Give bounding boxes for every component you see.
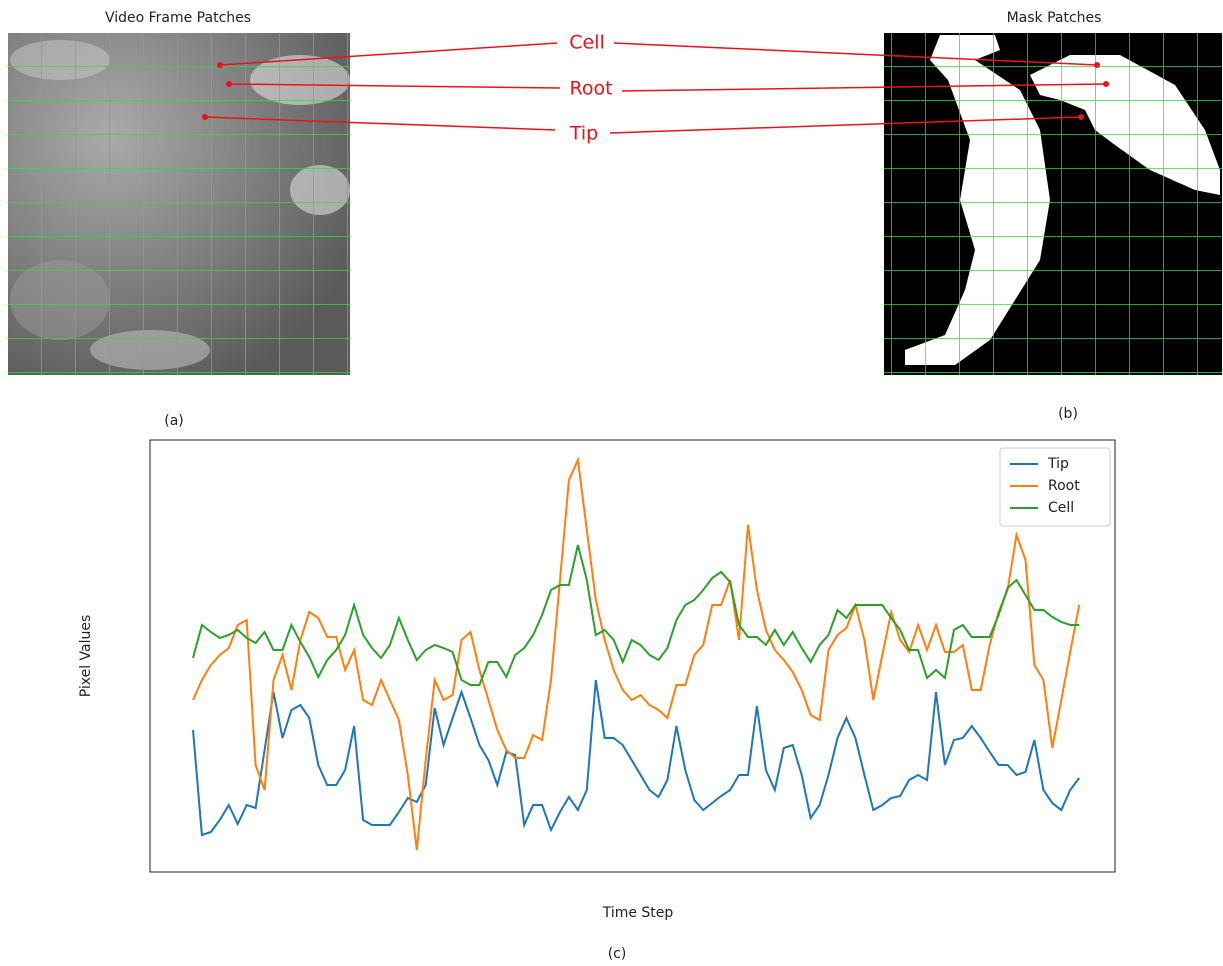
panel-title: Video Frame Patches: [105, 10, 251, 26]
panel-label: (c): [608, 946, 627, 962]
legend-label: Root: [1048, 478, 1080, 494]
annotation: Tip: [569, 123, 598, 145]
panel-label: (a): [164, 413, 184, 429]
plot-frame: [150, 440, 1115, 872]
series-line: [193, 460, 1079, 850]
annotation: Root: [569, 78, 612, 100]
panel-title: Mask Patches: [1007, 10, 1102, 26]
series-line: [193, 545, 1079, 685]
legend-label: Cell: [1048, 500, 1074, 516]
legend-label: Tip: [1047, 456, 1069, 472]
annotation: Cell: [569, 32, 605, 54]
y-axis-label: Pixel Values: [78, 615, 94, 698]
figure: Cell Root Tip Video Frame Patches Mask P…: [0, 0, 1223, 966]
x-axis-label: Time Step: [602, 905, 674, 921]
panel-label: (b): [1058, 406, 1078, 422]
series-line: [193, 680, 1079, 835]
